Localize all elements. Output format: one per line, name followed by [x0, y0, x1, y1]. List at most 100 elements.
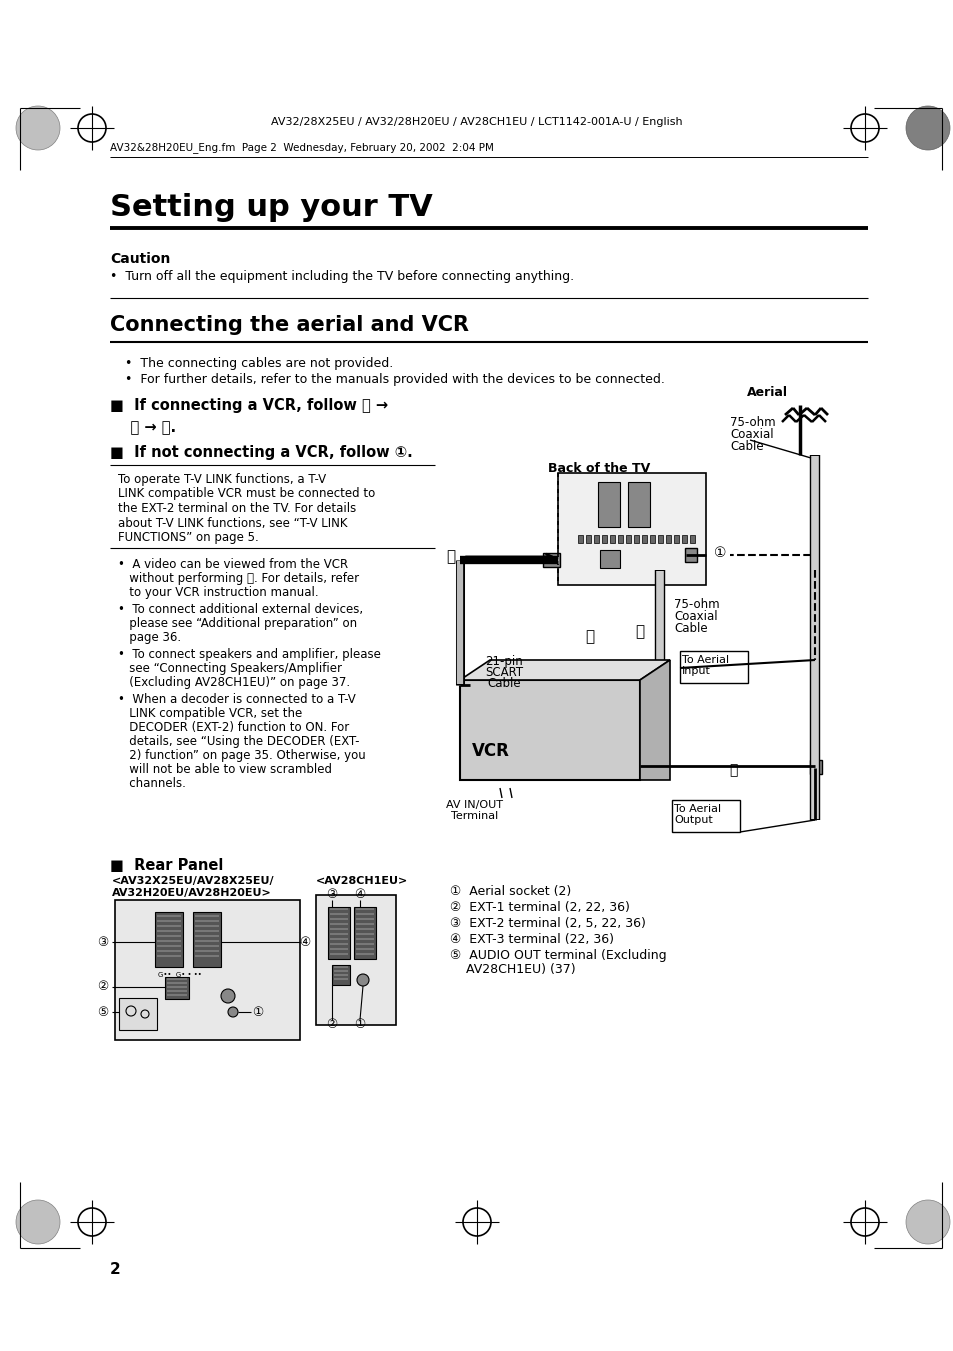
Text: the EXT-2 terminal on the TV. For details: the EXT-2 terminal on the TV. For detail…: [118, 503, 355, 515]
Text: Cable: Cable: [673, 621, 707, 635]
Text: VCR: VCR: [472, 742, 509, 761]
Text: To operate T-V LINK functions, a T-V: To operate T-V LINK functions, a T-V: [118, 473, 326, 486]
Text: ②  EXT-1 terminal (2, 22, 36): ② EXT-1 terminal (2, 22, 36): [450, 901, 629, 915]
Text: Input: Input: [681, 666, 710, 676]
Text: •  To connect speakers and amplifier, please: • To connect speakers and amplifier, ple…: [118, 648, 380, 661]
Text: •  When a decoder is connected to a T-V: • When a decoder is connected to a T-V: [118, 693, 355, 707]
Text: LINK compatible VCR, set the: LINK compatible VCR, set the: [118, 707, 302, 720]
Text: •  The connecting cables are not provided.: • The connecting cables are not provided…: [125, 357, 393, 370]
Text: To Aerial: To Aerial: [681, 655, 728, 665]
Text: ③: ③: [97, 935, 109, 948]
Text: see “Connecting Speakers/Amplifier: see “Connecting Speakers/Amplifier: [118, 662, 341, 676]
Bar: [558, 473, 705, 585]
Text: SCART: SCART: [484, 666, 522, 680]
Text: Ⓑ → Ⓒ.: Ⓑ → Ⓒ.: [110, 420, 176, 435]
Text: •  A video can be viewed from the VCR: • A video can be viewed from the VCR: [118, 558, 348, 571]
Text: Connecting the aerial and VCR: Connecting the aerial and VCR: [110, 315, 469, 335]
Text: Setting up your TV: Setting up your TV: [110, 193, 433, 222]
Polygon shape: [639, 661, 669, 780]
Text: ④  EXT-3 terminal (22, 36): ④ EXT-3 terminal (22, 36): [450, 934, 614, 946]
Text: Coaxial: Coaxial: [673, 611, 717, 623]
Bar: [649, 535, 655, 543]
Text: •  To connect additional external devices,: • To connect additional external devices…: [118, 603, 363, 616]
Text: details, see “Using the DECODER (EXT-: details, see “Using the DECODER (EXT-: [118, 735, 359, 748]
Polygon shape: [459, 661, 669, 680]
Text: Cable: Cable: [729, 440, 762, 453]
Bar: [618, 535, 622, 543]
Bar: [585, 535, 590, 543]
Bar: [681, 535, 686, 543]
Text: ⑤: ⑤: [97, 1005, 109, 1019]
Text: (Excluding AV28CH1EU)” on page 37.: (Excluding AV28CH1EU)” on page 37.: [118, 676, 350, 689]
Text: ■  If connecting a VCR, follow Ⓐ →: ■ If connecting a VCR, follow Ⓐ →: [110, 399, 388, 413]
Text: ■  Rear Panel: ■ Rear Panel: [110, 858, 223, 873]
Bar: [154, 912, 183, 967]
Text: without performing Ⓒ. For details, refer: without performing Ⓒ. For details, refer: [118, 571, 358, 585]
Text: please see “Additional preparation” on: please see “Additional preparation” on: [118, 617, 356, 630]
Text: AV32H20EU/AV28H20EU>: AV32H20EU/AV28H20EU>: [112, 888, 272, 898]
Text: AV28CH1EU) (37): AV28CH1EU) (37): [450, 963, 575, 975]
Bar: [119, 998, 157, 1029]
Bar: [578, 535, 582, 543]
Text: ②: ②: [97, 981, 109, 993]
Text: ①: ①: [354, 1019, 365, 1032]
Text: G••  G• • ••: G•• G• • ••: [158, 971, 201, 978]
Text: Caution: Caution: [110, 253, 171, 266]
Text: ■  If not connecting a VCR, follow ①.: ■ If not connecting a VCR, follow ①.: [110, 444, 413, 459]
Text: 75-ohm: 75-ohm: [729, 416, 775, 430]
Text: ①: ①: [713, 546, 725, 561]
Text: To Aerial: To Aerial: [673, 804, 720, 815]
Text: AV32/28X25EU / AV32/28H20EU / AV28CH1EU / LCT1142-001A-U / English: AV32/28X25EU / AV32/28H20EU / AV28CH1EU …: [271, 118, 682, 127]
Circle shape: [16, 1200, 60, 1244]
Text: DECODER (EXT-2) function to ON. For: DECODER (EXT-2) function to ON. For: [118, 721, 349, 734]
Bar: [679, 651, 747, 684]
Bar: [459, 680, 639, 780]
Circle shape: [228, 1006, 237, 1017]
Bar: [627, 482, 649, 527]
Text: Cable: Cable: [487, 677, 520, 690]
Text: about T-V LINK functions, see “T-V LINK: about T-V LINK functions, see “T-V LINK: [118, 516, 347, 530]
Text: ④: ④: [354, 889, 365, 901]
Text: •  For further details, refer to the manuals provided with the devices to be con: • For further details, refer to the manu…: [125, 373, 664, 386]
Text: ⑤  AUDIO OUT terminal (Excluding: ⑤ AUDIO OUT terminal (Excluding: [450, 948, 666, 962]
Text: Terminal: Terminal: [451, 811, 498, 821]
Bar: [609, 535, 615, 543]
Text: 2: 2: [110, 1262, 121, 1277]
Text: page 36.: page 36.: [118, 631, 181, 644]
Bar: [165, 977, 189, 998]
Circle shape: [356, 974, 369, 986]
Circle shape: [905, 1200, 949, 1244]
Bar: [665, 535, 670, 543]
Text: LINK compatible VCR must be connected to: LINK compatible VCR must be connected to: [118, 488, 375, 500]
Text: channels.: channels.: [118, 777, 186, 790]
Bar: [315, 894, 395, 1025]
Text: 2) function” on page 35. Otherwise, you: 2) function” on page 35. Otherwise, you: [118, 748, 365, 762]
Text: Ⓑ: Ⓑ: [635, 624, 644, 639]
Text: <AV28CH1EU>: <AV28CH1EU>: [315, 875, 408, 886]
Text: will not be able to view scrambled: will not be able to view scrambled: [118, 763, 332, 775]
Bar: [115, 900, 299, 1040]
Bar: [598, 482, 619, 527]
Text: •  Turn off all the equipment including the TV before connecting anything.: • Turn off all the equipment including t…: [110, 270, 574, 282]
Text: ①  Aerial socket (2): ① Aerial socket (2): [450, 885, 571, 898]
Bar: [689, 535, 695, 543]
Bar: [673, 535, 679, 543]
Text: AV32&28H20EU_Eng.fm  Page 2  Wednesday, February 20, 2002  2:04 PM: AV32&28H20EU_Eng.fm Page 2 Wednesday, Fe…: [110, 143, 494, 154]
Text: to your VCR instruction manual.: to your VCR instruction manual.: [118, 586, 318, 598]
Text: Aerial: Aerial: [745, 386, 786, 399]
Text: ②: ②: [326, 1019, 337, 1032]
Text: ④: ④: [299, 935, 311, 948]
Text: FUNCTIONS” on page 5.: FUNCTIONS” on page 5.: [118, 531, 258, 544]
Bar: [354, 907, 375, 959]
Bar: [634, 535, 639, 543]
Text: ①: ①: [253, 1005, 263, 1019]
Bar: [328, 907, 350, 959]
Circle shape: [905, 105, 949, 150]
Text: Ⓐ: Ⓐ: [728, 763, 737, 777]
Bar: [332, 965, 350, 985]
Bar: [658, 535, 662, 543]
Text: ③  EXT-2 terminal (2, 5, 22, 36): ③ EXT-2 terminal (2, 5, 22, 36): [450, 917, 645, 929]
Bar: [599, 550, 619, 567]
Bar: [601, 535, 606, 543]
Text: ③: ③: [326, 889, 337, 901]
